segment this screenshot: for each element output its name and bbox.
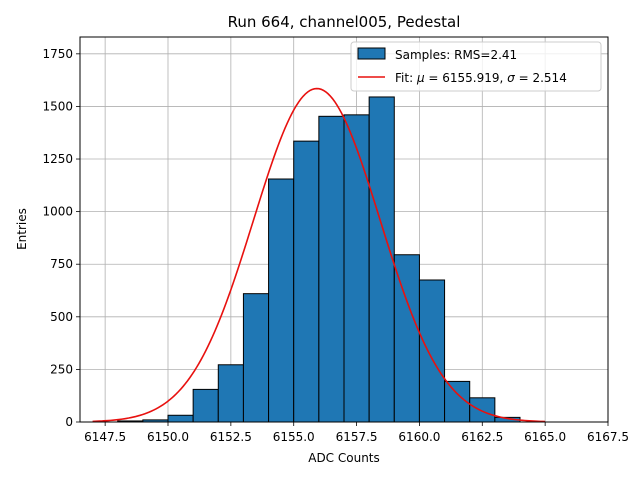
legend: Samples: RMS=2.41 Fit: μ = 6155.919, σ =… (350, 41, 602, 92)
y-tick-label: 1250 (42, 152, 73, 166)
histogram-bars (117, 96, 521, 423)
x-tick-label: 6155.0 (273, 430, 315, 444)
fit-curve-layer (92, 87, 546, 423)
plot-frame (79, 36, 609, 423)
legend-sigma-value: 2.514 (532, 71, 566, 85)
y-tick-label: 1500 (42, 99, 73, 113)
histogram-bar (418, 279, 446, 423)
legend-box (350, 41, 602, 92)
x-tick-label: 6147.5 (84, 430, 126, 444)
y-tick-label: 500 (50, 310, 73, 324)
legend-sigma-symbol: σ (507, 71, 515, 85)
x-tick-label: 6150.0 (147, 430, 189, 444)
y-tick-label: 1750 (42, 47, 73, 61)
histogram-bar (343, 114, 370, 423)
histogram-bar (242, 293, 270, 423)
histogram-bar (268, 178, 295, 423)
histogram-bar (393, 254, 420, 423)
chart-title: Run 664, channel005, Pedestal (228, 13, 461, 31)
legend-histogram-swatch (357, 47, 386, 60)
y-tick-label: 0 (65, 415, 73, 429)
x-tick-label: 6162.5 (461, 430, 503, 444)
x-tick-label: 6167.5 (587, 430, 629, 444)
legend-mu-value: 6155.919 (442, 71, 499, 85)
histogram-bar (217, 364, 244, 423)
x-tick-label: 6152.5 (210, 430, 252, 444)
y-tick-label: 750 (50, 257, 73, 271)
x-tick-label: 6160.0 (398, 430, 440, 444)
legend-histogram-label: Samples: RMS=2.41 (395, 48, 517, 62)
y-tick-label: 1000 (42, 205, 73, 219)
legend-mu-symbol: μ (416, 71, 425, 85)
y-tick-label: 250 (50, 362, 73, 376)
legend-fit-label: Fit: μ = 6155.919, σ = 2.514 (395, 71, 567, 85)
y-axis-ticks: 0 250 500 750 1000 1250 1500 1750 (42, 47, 80, 429)
histogram-bar (469, 397, 496, 423)
histogram-bar (167, 414, 194, 423)
histogram-bar (293, 140, 320, 423)
histogram-bar (318, 115, 345, 423)
histogram-bar (192, 388, 219, 423)
x-tick-label: 6165.0 (524, 430, 566, 444)
x-tick-label: 6157.5 (336, 430, 378, 444)
x-axis-ticks: 6147.5 6150.0 6152.5 6155.0 6157.5 6160.0 6162… (84, 422, 629, 444)
histogram-bar (368, 96, 395, 423)
x-axis-label: ADC Counts (308, 451, 380, 465)
y-axis-label: Entries (15, 208, 29, 250)
fit-curve (92, 87, 546, 423)
